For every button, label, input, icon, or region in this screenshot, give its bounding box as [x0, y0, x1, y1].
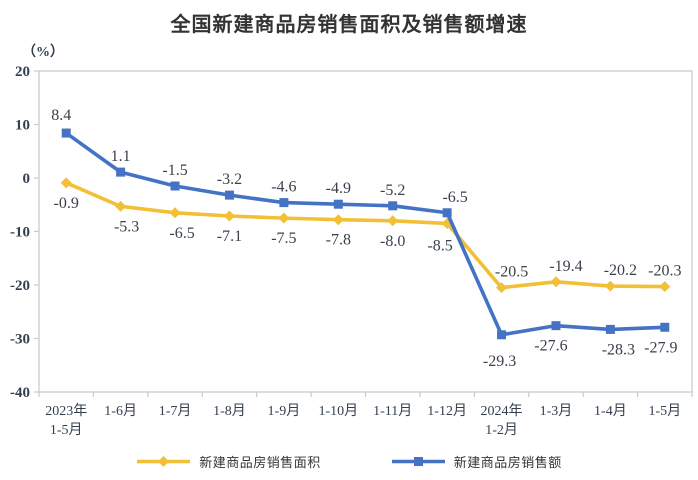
legend-item-sales-amount: 新建商品房销售额 — [391, 452, 562, 471]
x-category-label: 1-10月 — [318, 403, 358, 419]
y-tick-label: -10 — [10, 225, 30, 241]
data-point-label: -7.5 — [271, 230, 296, 247]
x-category-label: 2023年 — [45, 403, 87, 419]
y-tick-label: -40 — [10, 385, 30, 401]
data-point-label: -6.5 — [169, 225, 194, 242]
x-category-label: 1-8月 — [213, 403, 246, 419]
data-point-label: -27.6 — [534, 338, 567, 355]
series-1-marker — [116, 167, 126, 177]
data-point-label: -4.6 — [271, 179, 296, 196]
data-point-label: -5.2 — [380, 182, 405, 199]
legend-item-sales-area: 新建商品房销售面积 — [136, 452, 321, 471]
data-point-label: -29.3 — [483, 353, 516, 370]
series-1-marker — [605, 324, 615, 334]
sales-area-legend-label: 新建商品房销售面积 — [199, 455, 321, 470]
series-0-marker — [659, 281, 671, 293]
x-category-label: 1-3月 — [540, 403, 573, 419]
x-category-label: 1-9月 — [268, 403, 301, 419]
series-1-marker — [170, 181, 180, 191]
y-axis-unit-label: （%） — [22, 45, 64, 60]
data-point-label: 1.1 — [111, 148, 131, 165]
data-point-label: -8.0 — [380, 233, 405, 250]
x-category-label: 1-6月 — [104, 403, 137, 419]
data-point-label: -6.5 — [442, 189, 467, 206]
data-point-label: -0.9 — [54, 195, 79, 212]
y-tick-label: -20 — [10, 278, 30, 294]
series-1-marker — [333, 199, 343, 209]
data-point-label: -20.3 — [648, 263, 681, 280]
series-1-marker — [497, 330, 507, 340]
data-point-label: -1.5 — [162, 162, 187, 179]
data-point-label: -27.9 — [644, 339, 677, 356]
x-category-label: 1-5月 — [648, 403, 681, 419]
data-point-label: -5.3 — [114, 218, 139, 235]
series-0-marker — [332, 214, 344, 226]
x-category-label: 1-12月 — [427, 403, 467, 419]
sales-amount-legend-swatch — [391, 457, 445, 466]
series-1-marker — [224, 190, 234, 200]
data-point-label: -20.5 — [495, 264, 528, 281]
series-0-marker — [115, 200, 127, 212]
square-marker-icon — [413, 457, 423, 466]
series-1-marker — [279, 198, 289, 208]
data-point-label: -7.1 — [217, 228, 242, 245]
x-category-label: 1-11月 — [373, 403, 412, 419]
x-category-label: 1-4月 — [594, 403, 627, 419]
series-0-marker — [604, 280, 616, 292]
y-tick-label: 20 — [15, 64, 30, 80]
series-1-line — [64, 131, 667, 337]
data-point-label: -8.5 — [427, 237, 452, 254]
series-0-line — [64, 181, 667, 290]
series-1-marker — [442, 208, 452, 218]
data-point-label: -19.4 — [549, 258, 582, 275]
data-point-label: -20.2 — [604, 262, 637, 279]
series-0-marker — [550, 276, 562, 288]
series-1-marker — [660, 322, 670, 332]
series-1-marker — [61, 128, 71, 138]
series-0-marker — [169, 207, 181, 219]
x-category-label: 2024年 — [481, 403, 523, 419]
data-point-label: -28.3 — [602, 341, 635, 358]
series-1-marker — [388, 201, 398, 211]
y-tick-label: 10 — [15, 118, 30, 134]
data-point-label: 8.4 — [51, 107, 71, 124]
diamond-marker-icon — [158, 456, 170, 467]
series-0-marker — [496, 282, 508, 294]
series-1-marker — [551, 321, 561, 331]
series-0-marker — [387, 215, 399, 227]
data-point-label: -3.2 — [217, 171, 242, 188]
series-0-marker — [60, 177, 72, 189]
chart-title: 全国新建商品房销售面积及销售额增速 — [170, 14, 528, 36]
chart-legend: 新建商品房销售面积 新建商品房销售额 — [0, 452, 698, 471]
sales-area-legend-swatch — [137, 456, 191, 467]
y-tick-label: -30 — [10, 332, 30, 348]
x-category-label: 1-5月 — [50, 422, 83, 438]
y-tick-label: 0 — [23, 171, 31, 187]
data-point-label: -4.9 — [326, 180, 351, 197]
plot-area: 20 10 0 -10 -20 -30 -40 2023年 1-5月 1-6月 1-7月 1-8月 1-… — [10, 64, 693, 438]
x-category-label: 1-7月 — [159, 403, 192, 419]
data-point-label: -7.8 — [326, 232, 351, 249]
series-0-marker — [223, 210, 235, 222]
series-0-marker — [278, 212, 290, 224]
x-category-label: 1-2月 — [485, 422, 518, 438]
sales-amount-legend-label: 新建商品房销售额 — [453, 455, 562, 470]
